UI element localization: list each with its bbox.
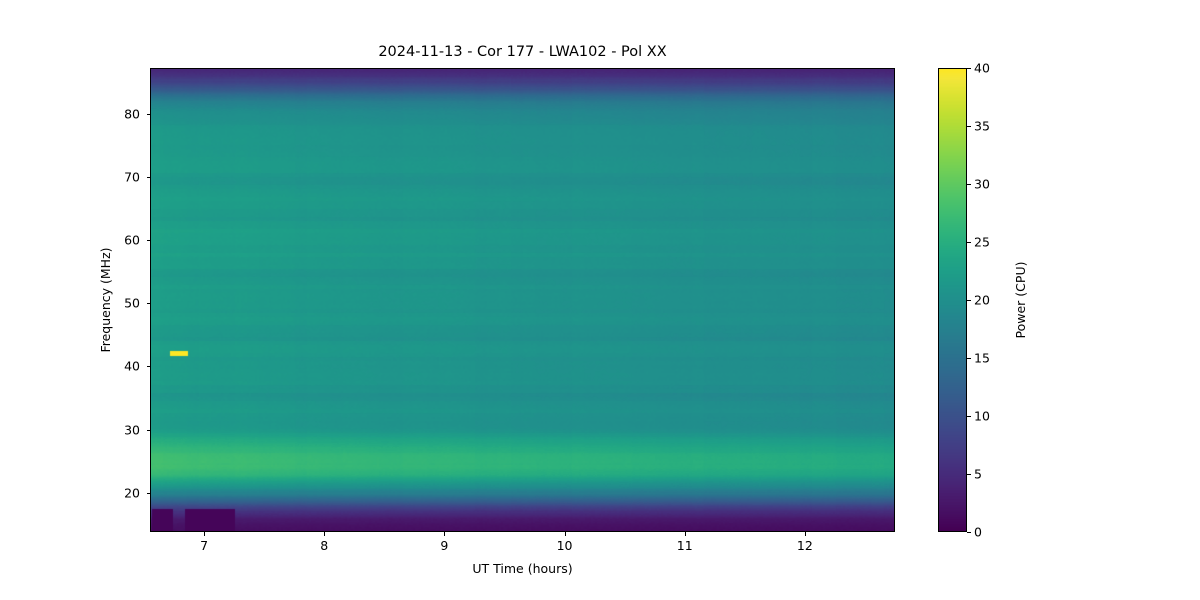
colorbar-tick-mark xyxy=(967,184,971,186)
x-tick-mark xyxy=(204,532,206,536)
y-tick-mark xyxy=(146,429,150,431)
x-tick-mark xyxy=(324,532,326,536)
x-tick-mark xyxy=(444,532,446,536)
spectrogram-axes[interactable] xyxy=(150,68,895,532)
y-tick-mark xyxy=(146,239,150,242)
colorbar-tick-mark xyxy=(967,532,971,534)
y-tick-label: 50 xyxy=(124,295,140,311)
colorbar-tick-label: 25 xyxy=(974,234,990,250)
colorbar-label: Power (CPU) xyxy=(1013,261,1028,339)
colorbar-tick-mark xyxy=(967,474,971,476)
colorbar-tick-label: 30 xyxy=(974,176,990,192)
x-axis-label: UT Time (hours) xyxy=(472,561,573,576)
x-tick-label: 10 xyxy=(556,538,573,553)
colorbar-tick-label: 15 xyxy=(974,350,990,366)
x-tick-mark xyxy=(684,532,686,536)
colorbar-tick-label: 0 xyxy=(974,524,982,540)
y-tick-label: 60 xyxy=(124,232,140,248)
colorbar-tick-mark xyxy=(967,68,971,70)
x-tick-label: 12 xyxy=(796,538,813,553)
x-tick-label: 11 xyxy=(676,538,693,553)
y-tick-mark xyxy=(146,492,150,494)
colorbar-tick-label: 35 xyxy=(974,118,990,134)
colorbar-gradient xyxy=(939,69,966,531)
x-tick-label: 7 xyxy=(200,538,209,553)
page-title: 2024-11-13 - Cor 177 - LWA102 - Pol XX xyxy=(378,44,667,60)
x-tick-mark xyxy=(564,532,566,536)
x-tick-label: 9 xyxy=(440,538,449,553)
colorbar-tick-mark xyxy=(967,126,971,128)
y-tick-mark xyxy=(146,366,150,368)
colorbar-tick-label: 40 xyxy=(974,60,990,76)
y-tick-mark xyxy=(146,176,150,178)
colorbar-tick-label: 10 xyxy=(974,408,990,424)
spectrogram-image xyxy=(151,69,894,531)
y-tick-label: 80 xyxy=(124,106,140,121)
y-tick-label: 30 xyxy=(124,422,140,438)
y-tick-label: 40 xyxy=(124,358,140,374)
y-tick-mark xyxy=(146,113,150,115)
colorbar-tick-mark xyxy=(967,416,971,418)
colorbar-tick-mark xyxy=(967,358,971,360)
colorbar-tick-label: 20 xyxy=(974,292,990,308)
y-tick-label: 20 xyxy=(124,485,140,501)
colorbar-tick-mark xyxy=(967,300,971,302)
y-tick-label: 70 xyxy=(124,169,140,185)
colorbar-tick-label: 5 xyxy=(974,466,982,482)
x-tick-mark xyxy=(804,532,806,536)
y-tick-mark xyxy=(146,303,150,305)
colorbar-tick-mark xyxy=(967,242,971,244)
x-tick-label: 8 xyxy=(320,538,329,553)
y-axis-label: Frequency (MHz) xyxy=(98,247,113,353)
colorbar[interactable] xyxy=(938,68,967,532)
